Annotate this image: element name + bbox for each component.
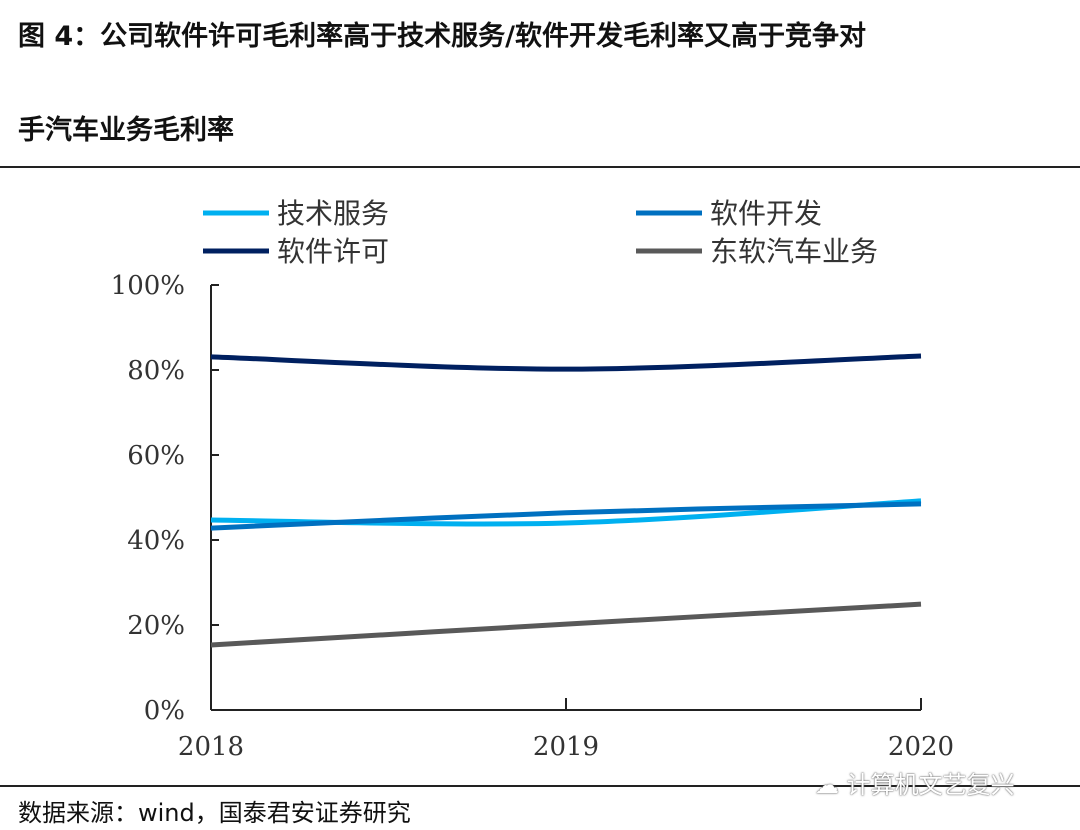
y-tick-label: 80%: [127, 356, 185, 386]
watermark-text: 计算机文艺复兴: [846, 771, 1015, 799]
series-line-2: [210, 353, 922, 372]
top-rule: [0, 166, 1080, 168]
figure-title-line1: 图 4：公司软件许可毛利率高于技术服务/软件开发毛利率又高于竞争对: [18, 21, 867, 52]
y-tick-label: 20%: [127, 611, 185, 641]
source-note: 数据来源：wind，国泰君安证券研究: [18, 799, 411, 827]
figure-title-line2: 手汽车业务毛利率: [18, 115, 234, 146]
watermark: ☁ 计算机文艺复兴: [815, 771, 1015, 799]
y-tick-label: 100%: [111, 271, 185, 301]
x-tick-label: 2019: [533, 732, 599, 762]
y-tick-label: 40%: [127, 526, 185, 556]
y-tick-label: 60%: [127, 441, 185, 471]
y-tick-label: 0%: [144, 696, 185, 726]
legend-label: 东软汽车业务: [710, 235, 878, 268]
legend-label: 软件许可: [277, 235, 389, 268]
line-chart: 0% 20% 40% 60% 80% 100% 2018 2019 2020 技术服务 软件开发软件…: [111, 197, 954, 762]
x-tick-label: 2020: [888, 732, 954, 762]
x-tick-label: 2018: [178, 732, 244, 762]
series-line-1: [210, 501, 922, 531]
bottom-rule: [0, 785, 1080, 787]
series-line-3: [210, 601, 922, 648]
legend-label: 软件开发: [710, 197, 822, 230]
legend-label: 技术服务: [277, 197, 389, 230]
